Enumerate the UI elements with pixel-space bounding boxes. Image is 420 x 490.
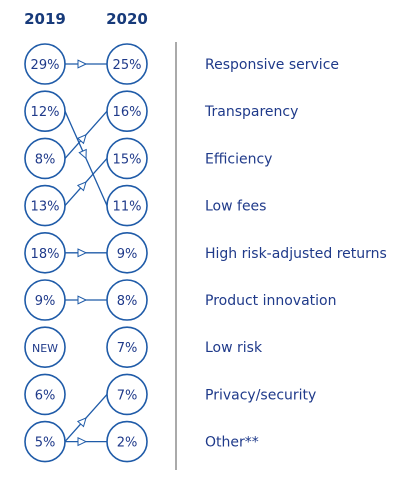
circle-2020 xyxy=(106,420,148,463)
value-2019: 9% xyxy=(35,294,56,309)
value-2019: 13% xyxy=(31,200,60,215)
row-label: Privacy/security xyxy=(205,387,316,403)
circle-2019 xyxy=(24,184,66,227)
year-2020-header: 2020 xyxy=(106,10,148,28)
circle-2020 xyxy=(106,279,148,321)
row-label: Other** xyxy=(205,435,259,451)
circle-2020 xyxy=(106,232,148,274)
circle-2020 xyxy=(106,90,148,132)
circle-2019 xyxy=(24,43,66,85)
connector-arrowhead xyxy=(76,181,87,192)
value-2020: 25% xyxy=(113,58,142,73)
connector-arrowhead xyxy=(77,437,88,447)
value-2019: 29% xyxy=(31,58,60,73)
connector-arrowhead xyxy=(77,295,88,305)
row-labels: Responsive service Transparency Efficiency… xyxy=(204,57,387,451)
value-2019: 8% xyxy=(35,152,56,167)
connector-arrowhead xyxy=(77,248,88,258)
circle-2019 xyxy=(24,326,66,369)
row-label: High risk-adjusted returns xyxy=(205,246,387,262)
value-2020: 7% xyxy=(117,341,138,356)
row-label: Product innovation xyxy=(205,293,337,309)
connector-arrowhead xyxy=(78,148,87,160)
value-2020: 8% xyxy=(117,294,138,309)
circle-2019 xyxy=(24,420,66,463)
connector-arrowhead xyxy=(76,133,87,145)
value-2020: 15% xyxy=(113,152,142,167)
circle-2020 xyxy=(106,373,148,416)
connector-lines xyxy=(64,59,108,447)
row-label: Efficiency xyxy=(205,151,272,167)
circle-2020 xyxy=(106,184,148,227)
circle-2019 xyxy=(24,90,66,132)
value-2019: 12% xyxy=(31,105,60,120)
row-label: Transparency xyxy=(204,104,298,120)
circles-2020: 25% 16% 15% 11% 9% 8% 7% 7% 2% xyxy=(106,43,148,463)
value-2019: 18% xyxy=(31,247,60,262)
connector-arrowhead xyxy=(76,417,87,428)
row-label: Low fees xyxy=(205,199,266,215)
circle-2019 xyxy=(24,279,66,321)
value-2020: 11% xyxy=(113,200,142,215)
circle-2019 xyxy=(24,137,66,180)
connector-arrowhead xyxy=(77,59,88,69)
value-2020: 2% xyxy=(117,436,138,451)
row-label: Low risk xyxy=(205,340,263,356)
circle-2019 xyxy=(24,232,66,274)
circles-2019: 29% 12% 8% 13% 18% 9% NEW 6% 5% xyxy=(24,43,66,463)
year-2019-header: 2019 xyxy=(24,10,66,28)
value-2020: 7% xyxy=(117,388,138,403)
circle-2020 xyxy=(106,43,148,85)
value-2019: 6% xyxy=(35,388,56,403)
value-2020: 16% xyxy=(113,105,142,120)
value-2020: 9% xyxy=(117,247,138,262)
circle-2020 xyxy=(106,137,148,180)
value-2019: NEW xyxy=(32,342,58,355)
value-2019: 5% xyxy=(35,436,56,451)
circle-2019 xyxy=(24,373,66,416)
row-label: Responsive service xyxy=(205,57,339,73)
circle-2020 xyxy=(106,326,148,369)
